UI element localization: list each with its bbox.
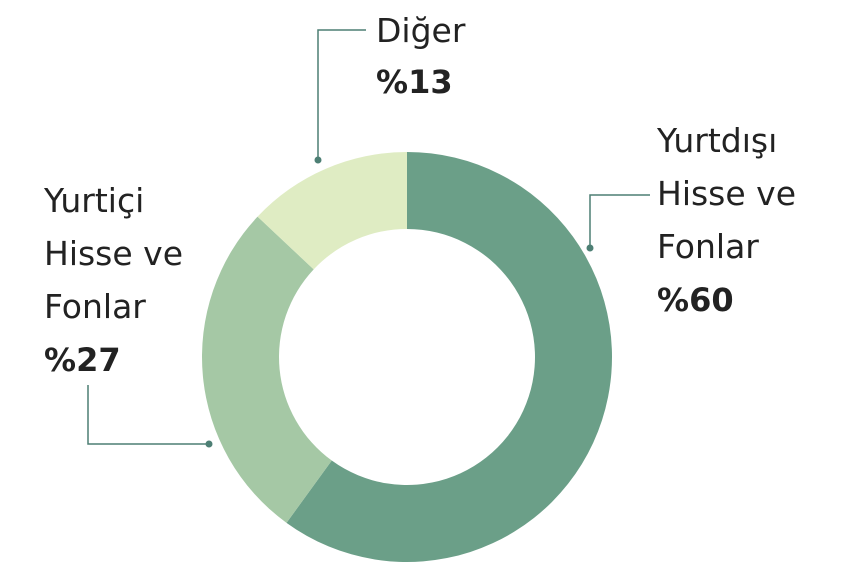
leader-dot [314,156,322,164]
leader-line [317,29,366,160]
leader-line [87,385,209,445]
leader-dot [586,244,594,252]
leader-line [589,194,650,248]
slice-label: Yurtdışı Hisse ve Fonlar [657,121,796,266]
leader-dot [205,440,213,448]
slice-value-label: %13 [376,63,453,101]
donut-slice [286,152,612,562]
slice-value-label: %60 [657,281,734,319]
slice-label: Yurtiçi Hisse ve Fonlar [44,181,183,326]
slice-label: Diğer [376,11,466,50]
slice-value-label: %27 [44,341,121,379]
donut-slice [202,216,332,523]
donut-slice [257,152,407,270]
